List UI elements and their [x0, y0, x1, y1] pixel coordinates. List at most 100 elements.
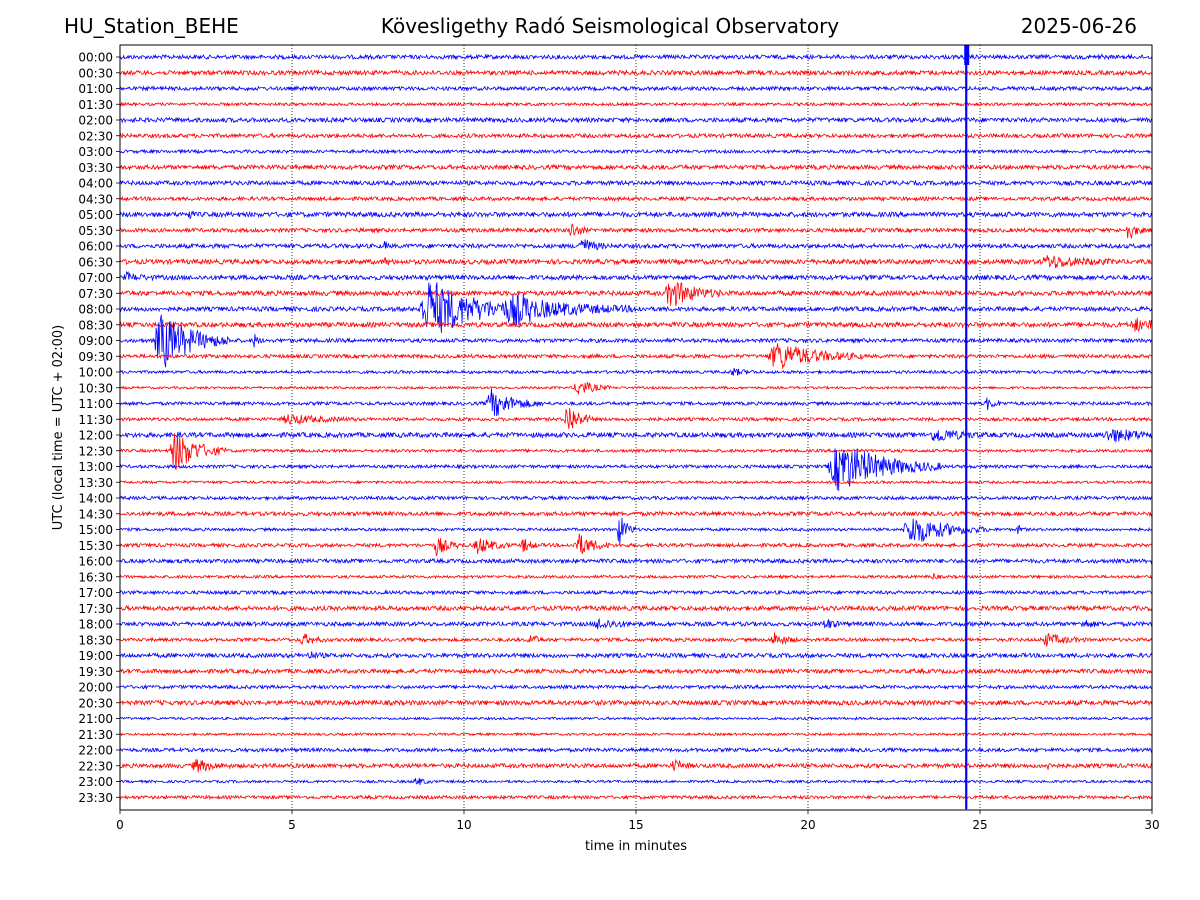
- x-tick-label: 20: [800, 818, 815, 832]
- trace-line: [120, 367, 1152, 376]
- y-tick-label: 03:00: [78, 145, 113, 159]
- trace-line: [120, 132, 1152, 140]
- trace-line: [120, 381, 1152, 395]
- spike-burst: [964, 45, 970, 65]
- trace-line: [120, 101, 1152, 108]
- trace-line: [120, 651, 1152, 660]
- x-tick-label: 5: [288, 818, 296, 832]
- trace-line: [120, 617, 1152, 630]
- y-tick-label: 07:00: [78, 271, 113, 285]
- date-label: 2025-06-26: [1020, 14, 1137, 38]
- y-tick-label: 08:00: [78, 303, 113, 317]
- trace-line: [120, 698, 1152, 707]
- y-tick-label: 00:00: [78, 51, 113, 65]
- y-tick-label: 10:00: [78, 366, 113, 380]
- y-tick-label: 00:30: [78, 66, 113, 80]
- trace-line: [120, 432, 1152, 471]
- y-tick-label: 20:30: [78, 696, 113, 710]
- y-tick-label: 22:00: [78, 744, 113, 758]
- y-tick-label: 09:00: [78, 334, 113, 348]
- trace-line: [120, 282, 1152, 333]
- trace-line: [120, 589, 1152, 596]
- trace-line: [120, 573, 1152, 580]
- trace-line: [120, 255, 1152, 269]
- y-tick-label: 23:30: [78, 791, 113, 805]
- trace-line: [120, 163, 1152, 171]
- trace-line: [120, 210, 1152, 220]
- y-tick-label: 07:30: [78, 287, 113, 301]
- y-tick-label: 13:00: [78, 460, 113, 474]
- y-tick-label: 01:30: [78, 98, 113, 112]
- y-tick-label: 19:30: [78, 665, 113, 679]
- trace-line: [120, 195, 1152, 203]
- trace-line: [120, 667, 1152, 675]
- x-tick-label: 0: [116, 818, 124, 832]
- y-tick-label: 16:00: [78, 555, 113, 569]
- x-axis-label: time in minutes: [585, 839, 687, 854]
- y-tick-label: 19:00: [78, 649, 113, 663]
- trace-line: [120, 239, 1152, 251]
- trace-line: [120, 533, 1152, 557]
- y-tick-label: 17:30: [78, 602, 113, 616]
- trace-line: [120, 428, 1152, 443]
- x-tick-label: 25: [972, 818, 987, 832]
- y-tick-label: 06:30: [78, 255, 113, 269]
- trace-line: [120, 223, 1152, 240]
- y-tick-label: 05:00: [78, 208, 113, 222]
- y-tick-label: 22:30: [78, 759, 113, 773]
- trace-line: [120, 510, 1152, 518]
- trace-line: [120, 746, 1152, 754]
- trace-line: [120, 408, 1152, 429]
- y-tick-label: 12:00: [78, 429, 113, 443]
- y-tick-label: 21:00: [78, 712, 113, 726]
- trace-line: [120, 604, 1152, 612]
- trace-line: [120, 479, 1152, 485]
- trace-line: [120, 85, 1152, 92]
- y-tick-label: 02:30: [78, 129, 113, 143]
- y-tick-label: 12:30: [78, 444, 113, 458]
- trace-line: [120, 317, 1152, 333]
- trace-line: [120, 758, 1152, 773]
- y-tick-label: 18:00: [78, 618, 113, 632]
- trace-line: [120, 448, 1152, 492]
- y-tick-label: 16:30: [78, 570, 113, 584]
- trace-line: [120, 282, 1152, 306]
- y-tick-label: 01:00: [78, 82, 113, 96]
- trace-line: [120, 683, 1152, 691]
- trace-line: [120, 731, 1152, 737]
- trace-line: [120, 632, 1152, 647]
- y-tick-label: 17:00: [78, 586, 113, 600]
- y-tick-label: 03:30: [78, 161, 113, 175]
- y-tick-label: 09:30: [78, 350, 113, 364]
- trace-line: [120, 388, 1152, 417]
- plot-background: [120, 45, 1152, 810]
- trace-line: [120, 314, 1152, 368]
- trace-line: [120, 270, 1152, 282]
- trace-line: [120, 777, 1152, 786]
- trace-line: [120, 794, 1152, 801]
- y-tick-label: 20:00: [78, 681, 113, 695]
- y-tick-label: 02:00: [78, 114, 113, 128]
- y-tick-label: 13:30: [78, 476, 113, 490]
- y-tick-label: 11:30: [78, 413, 113, 427]
- y-tick-label: 21:30: [78, 728, 113, 742]
- chart-title: Kövesligethy Radó Seismological Observat…: [380, 14, 840, 38]
- station-label: HU_Station_BEHE: [64, 14, 239, 38]
- x-tick-label: 30: [1144, 818, 1159, 832]
- trace-line: [120, 494, 1152, 502]
- trace-line: [120, 116, 1152, 124]
- y-tick-label: 05:30: [78, 224, 113, 238]
- y-tick-label: 15:00: [78, 523, 113, 537]
- y-tick-label: 04:00: [78, 177, 113, 191]
- y-axis-label: UTC (local time = UTC + 02:00): [51, 325, 66, 530]
- trace-line: [120, 148, 1152, 155]
- y-tick-label: 18:30: [78, 633, 113, 647]
- trace-line: [120, 716, 1152, 721]
- trace-line: [120, 343, 1152, 369]
- y-tick-label: 23:00: [78, 775, 113, 789]
- y-tick-label: 10:30: [78, 381, 113, 395]
- y-tick-label: 06:00: [78, 240, 113, 254]
- y-tick-label: 14:00: [78, 492, 113, 506]
- y-tick-label: 08:30: [78, 318, 113, 332]
